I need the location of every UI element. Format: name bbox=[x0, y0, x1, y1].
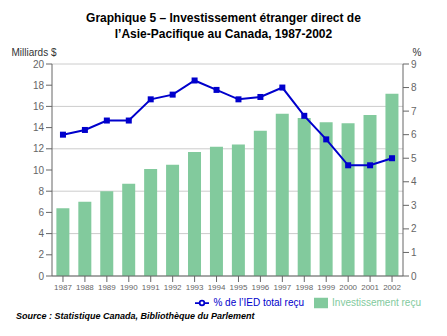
svg-text:1993: 1993 bbox=[186, 283, 204, 292]
svg-text:1996: 1996 bbox=[252, 283, 270, 292]
svg-text:2002: 2002 bbox=[383, 283, 401, 292]
svg-text:%: % bbox=[413, 47, 422, 58]
svg-text:1992: 1992 bbox=[164, 283, 182, 292]
svg-text:2000: 2000 bbox=[339, 283, 357, 292]
svg-text:8: 8 bbox=[38, 186, 44, 197]
svg-text:14: 14 bbox=[33, 122, 45, 133]
svg-text:1997: 1997 bbox=[273, 283, 291, 292]
html-text:% de l’IED total reçu: % de l’IED total reçu bbox=[213, 296, 305, 308]
svg-text:1995: 1995 bbox=[230, 283, 248, 292]
svg-text:7: 7 bbox=[411, 106, 417, 117]
svg-text:6: 6 bbox=[38, 207, 44, 218]
svg-text:5: 5 bbox=[411, 153, 417, 164]
svg-text:10: 10 bbox=[33, 165, 45, 176]
svg-text:1988: 1988 bbox=[76, 283, 94, 292]
svg-text:2: 2 bbox=[38, 249, 44, 260]
svg-text:16: 16 bbox=[33, 101, 45, 112]
svg-text:1990: 1990 bbox=[120, 283, 138, 292]
svg-text:12: 12 bbox=[33, 143, 45, 154]
svg-text:0: 0 bbox=[411, 271, 417, 282]
svg-text:1998: 1998 bbox=[295, 283, 313, 292]
svg-text:18: 18 bbox=[33, 80, 45, 91]
svg-text:2: 2 bbox=[411, 223, 417, 234]
svg-text:1994: 1994 bbox=[208, 283, 226, 292]
svg-text:1: 1 bbox=[411, 247, 417, 258]
svg-text:0: 0 bbox=[38, 271, 44, 282]
svg-text:4: 4 bbox=[411, 176, 417, 187]
svg-text:6: 6 bbox=[411, 129, 417, 140]
svg-text:3: 3 bbox=[411, 200, 417, 211]
svg-text:4: 4 bbox=[38, 228, 44, 239]
html-text:Graphique 5 – Investissement é: Graphique 5 – Investissement étranger di… bbox=[86, 11, 361, 25]
svg-text:Milliards $: Milliards $ bbox=[11, 47, 56, 58]
html-text:Source : Statistique Canada, B: Source : Statistique Canada, Bibliothèqu… bbox=[16, 311, 255, 321]
svg-text:1999: 1999 bbox=[317, 283, 335, 292]
svg-text:1987: 1987 bbox=[54, 283, 72, 292]
svg-text:20: 20 bbox=[33, 59, 45, 70]
html-text:Investissement reçu: Investissement reçu bbox=[332, 296, 421, 308]
svg-text:1989: 1989 bbox=[98, 283, 116, 292]
svg-text:1991: 1991 bbox=[142, 283, 160, 292]
svg-text:8: 8 bbox=[411, 82, 417, 93]
html-text:l’Asie-Pacifique au Canada, 19: l’Asie-Pacifique au Canada, 1987-2002 bbox=[114, 27, 333, 41]
svg-text:9: 9 bbox=[411, 59, 417, 70]
svg-text:2001: 2001 bbox=[361, 283, 379, 292]
